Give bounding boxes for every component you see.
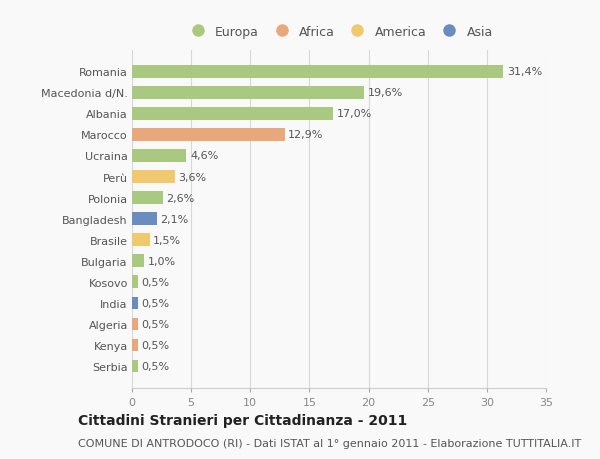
Text: 0,5%: 0,5%	[142, 277, 170, 287]
Text: 2,1%: 2,1%	[160, 214, 188, 224]
Text: 19,6%: 19,6%	[367, 88, 403, 98]
Text: 1,0%: 1,0%	[148, 256, 176, 266]
Text: 17,0%: 17,0%	[337, 109, 372, 119]
Text: 12,9%: 12,9%	[288, 130, 323, 140]
Bar	[132, 171, 175, 184]
Bar	[132, 87, 364, 100]
Bar	[132, 150, 187, 162]
Bar	[132, 255, 144, 268]
Text: 3,6%: 3,6%	[178, 172, 206, 182]
Bar	[132, 234, 150, 246]
Bar	[132, 276, 138, 289]
Text: 0,5%: 0,5%	[142, 361, 170, 371]
Bar	[132, 360, 138, 373]
Bar	[132, 66, 503, 78]
Bar	[132, 192, 163, 204]
Bar	[132, 339, 138, 352]
Text: 0,5%: 0,5%	[142, 340, 170, 350]
Text: 2,6%: 2,6%	[166, 193, 194, 203]
Bar	[132, 318, 138, 330]
Text: Cittadini Stranieri per Cittadinanza - 2011: Cittadini Stranieri per Cittadinanza - 2…	[78, 414, 407, 428]
Bar	[132, 108, 333, 120]
Text: 0,5%: 0,5%	[142, 298, 170, 308]
Text: 0,5%: 0,5%	[142, 319, 170, 329]
Bar	[132, 129, 284, 141]
Bar	[132, 213, 157, 225]
Text: 1,5%: 1,5%	[153, 235, 181, 245]
Bar	[132, 297, 138, 309]
Text: COMUNE DI ANTRODOCO (RI) - Dati ISTAT al 1° gennaio 2011 - Elaborazione TUTTITAL: COMUNE DI ANTRODOCO (RI) - Dati ISTAT al…	[78, 438, 581, 448]
Text: 4,6%: 4,6%	[190, 151, 218, 161]
Text: 31,4%: 31,4%	[507, 67, 542, 77]
Legend: Europa, Africa, America, Asia: Europa, Africa, America, Asia	[182, 23, 496, 41]
